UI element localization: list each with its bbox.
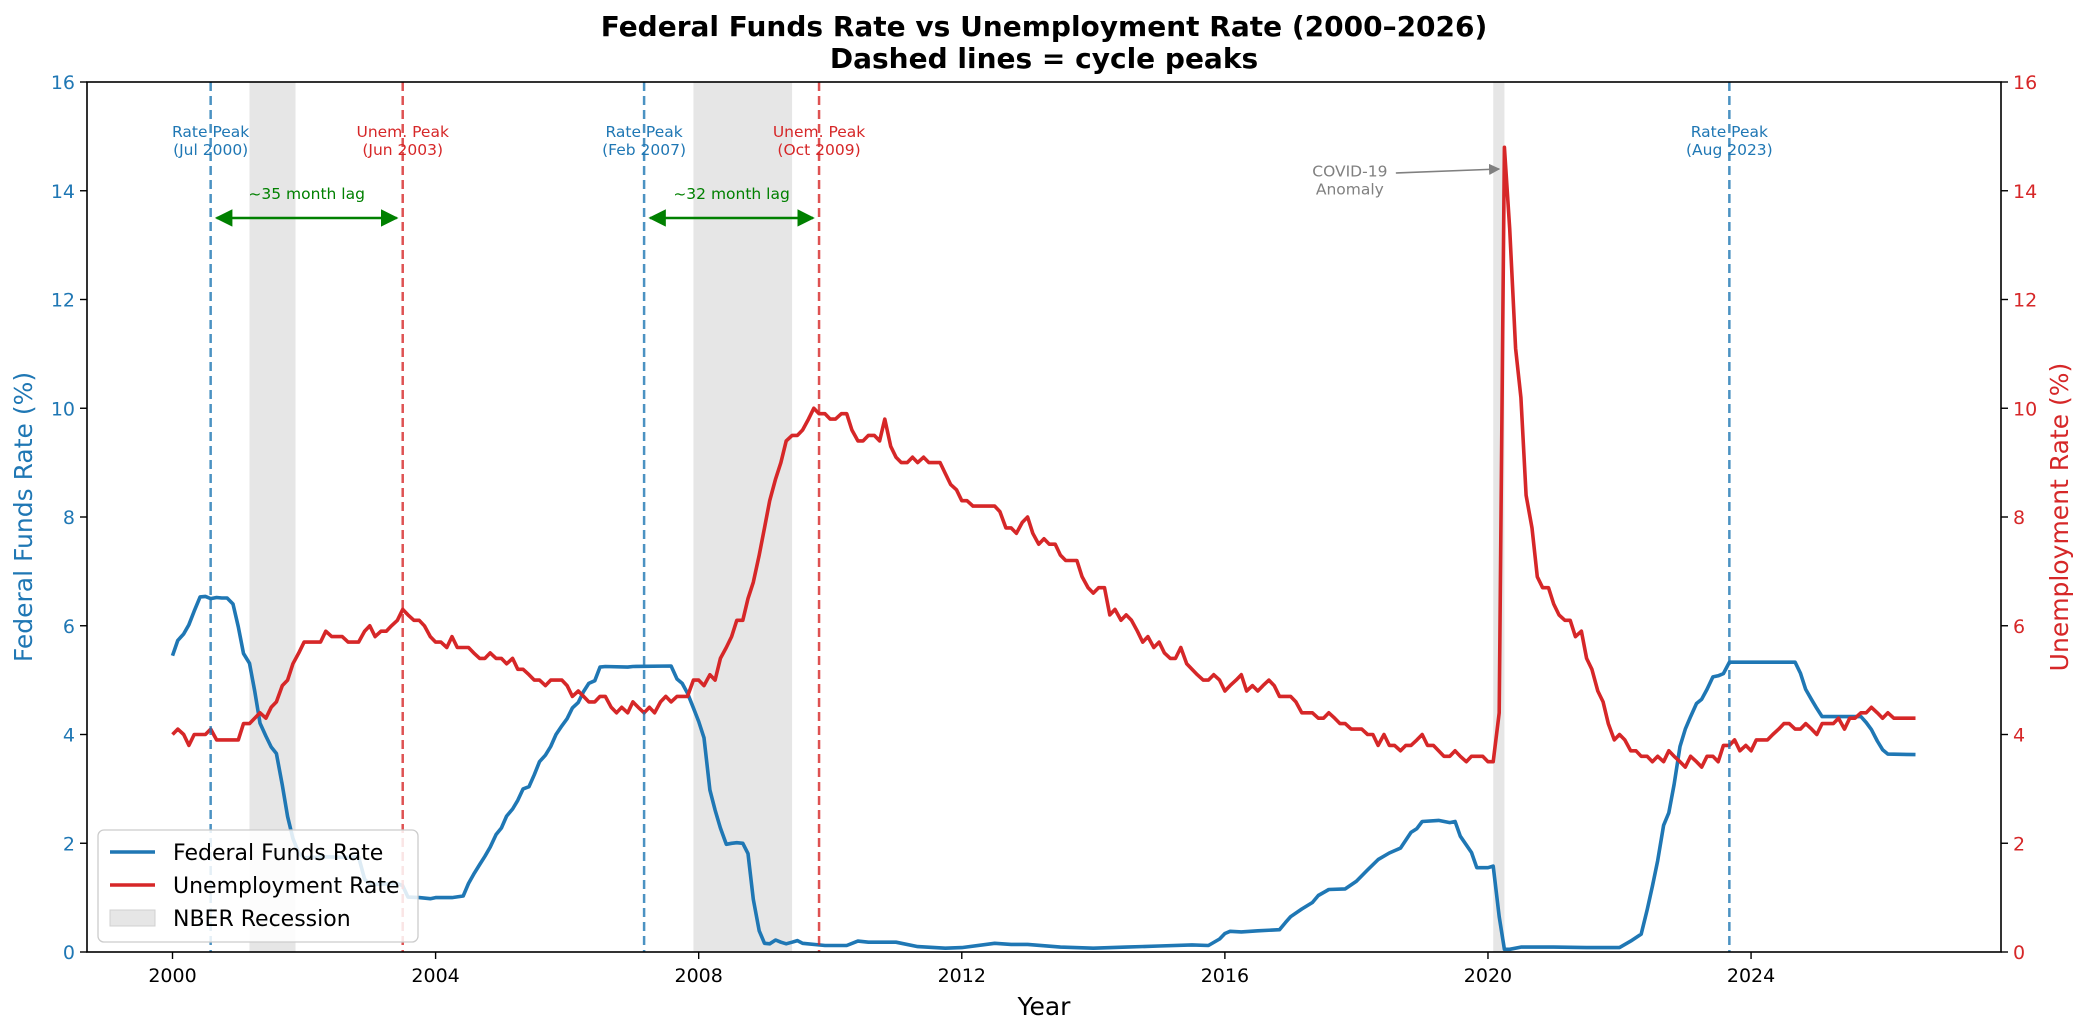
unemployment-rate-line: [171, 145, 1916, 769]
y-right-tick-label-0: 0: [2013, 942, 2025, 964]
y-left-tick-label-6: 12: [51, 290, 75, 312]
legend-items: Federal Funds Rate Unemployment Rate NBER …: [109, 841, 400, 932]
chart-title: Federal Funds Rate vs Unemployment Rate …: [601, 10, 1488, 43]
recession-layer: [249, 82, 1505, 952]
annotation-layer: ~35 month lag ~32 month lag COVID-19Anomal…: [214, 162, 1501, 227]
peak-label-0-line1: Rate Peak: [172, 123, 249, 141]
y-right-tick-label-7: 14: [2013, 181, 2037, 203]
y-right-tick-label-5: 10: [2013, 398, 2037, 420]
peak-label-1-line1: Unem. Peak: [356, 123, 448, 141]
y-right-tick-label-1: 2: [2013, 833, 2025, 855]
lag-label-1: ~32 month lag: [673, 185, 790, 203]
y-right-tick-label-2: 4: [2013, 725, 2025, 747]
peak-label-4-line1: Rate Peak: [1691, 123, 1768, 141]
legend: Federal Funds Rate Unemployment Rate NBER …: [97, 829, 419, 943]
x-tick-label-3: 2012: [938, 965, 986, 987]
recession-band-1: [693, 82, 793, 952]
covid-label-line1: COVID-19: [1312, 162, 1387, 180]
covid-label-line2: Anomaly: [1316, 180, 1384, 198]
legend-label-2: NBER Recession: [173, 907, 351, 932]
recession-band-2: [1493, 82, 1505, 952]
lag-label-0: ~35 month lag: [248, 185, 365, 203]
peak-label-3-line2: (Oct 2009): [777, 141, 860, 159]
y-axis-right: 0 2 4 6 8 10 12 14 16: [2001, 72, 2037, 964]
peak-label-2-line1: Rate Peak: [605, 123, 682, 141]
x-tick-label-5: 2020: [1464, 965, 1512, 987]
y-left-tick-label-8: 16: [51, 72, 75, 94]
y-right-tick-label-8: 16: [2013, 72, 2037, 94]
y-left-tick-label-0: 0: [63, 942, 75, 964]
x-tick-label-6: 2024: [1727, 965, 1775, 987]
y-right-tick-label-6: 12: [2013, 290, 2037, 312]
legend-box: [97, 829, 419, 943]
covid-arrow: [1395, 163, 1501, 175]
recession-band-0: [249, 82, 296, 952]
y-axis-left-label: Federal Funds Rate (%): [9, 372, 38, 662]
y-left-tick-label-5: 10: [51, 398, 75, 420]
legend-label-0: Federal Funds Rate: [173, 841, 383, 866]
y-axis-left: 0 2 4 6 8 10 12 14 16: [51, 72, 87, 964]
x-tick-label-2: 2008: [675, 965, 723, 987]
x-tick-label-1: 2004: [411, 965, 459, 987]
y-right-tick-label-4: 8: [2013, 507, 2025, 529]
x-tick-label-0: 2000: [148, 965, 196, 987]
y-left-tick-label-4: 8: [63, 507, 75, 529]
legend-swatch-2: [109, 909, 156, 927]
peakline-layer: Rate Peak(Jul 2000)Unem. Peak(Jun 2003)R…: [172, 82, 1773, 952]
x-tick-label-4: 2016: [1201, 965, 1249, 987]
y-left-tick-label-1: 2: [63, 833, 75, 855]
peak-label-4-line2: (Aug 2023): [1686, 141, 1773, 159]
peak-label-1-line2: (Jun 2003): [362, 141, 443, 159]
x-axis-label: Year: [1017, 992, 1072, 1021]
legend-label-1: Unemployment Rate: [173, 874, 400, 899]
peak-label-3-line1: Unem. Peak: [773, 123, 865, 141]
y-left-tick-label-2: 4: [63, 725, 75, 747]
y-right-tick-label-3: 6: [2013, 616, 2025, 638]
chart-subtitle: Dashed lines = cycle peaks: [830, 42, 1258, 75]
peak-label-0-line2: (Jul 2000): [173, 141, 248, 159]
y-axis-right-label: Unemployment Rate (%): [2045, 363, 2074, 672]
y-left-tick-label-3: 6: [63, 616, 75, 638]
y-left-tick-label-7: 14: [51, 181, 75, 203]
peak-label-2-line2: (Feb 2007): [602, 141, 686, 159]
x-axis: 2000 2004 2008 2012 2016 2020 2024: [148, 952, 1775, 987]
